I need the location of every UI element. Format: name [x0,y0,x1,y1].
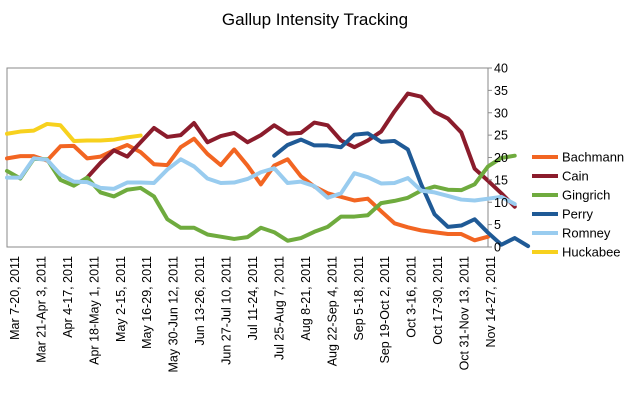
series-line-bachmann [5,136,490,243]
legend-label-gingrich: Gingrich [562,188,610,203]
x-tick-label: Jul 25-Aug 7, 2011 [272,256,286,360]
x-tick-label: Oct 17-30, 2011 [431,256,445,345]
x-axis: Mar 7-20, 2011 Mar 21-Apr 3, 2011 Apr 4-17… [8,256,498,373]
x-tick-label: Sep 19-Oct 2, 2011 [378,256,392,364]
x-tick-label: Jun 13-26, 2011 [193,256,207,345]
x-tick-label: Sep 5-18, 2011 [352,256,366,341]
legend: Bachmann Cain Gingrich Perry Romney Huckabee [532,150,624,260]
series-line-perry [272,131,531,249]
x-tick-label: Nov 14-27, 2011 [484,256,498,348]
y-tick-label: 15 [494,173,508,187]
x-tick-label: Apr 4-17, 2011 [61,256,75,338]
series-line-huckabee [5,121,143,143]
y-tick-label: 0 [494,241,501,255]
series-layer [5,91,531,249]
x-tick-label: May 30-Jun 12, 2011 [167,256,181,373]
legend-label-cain: Cain [562,169,589,184]
y-tick-label: 10 [494,196,508,210]
y-tick-label: 30 [494,106,508,120]
legend-label-perry: Perry [562,207,594,222]
series-line-cain [85,91,517,209]
x-tick-label: Aug 8-21, 2011 [299,256,313,341]
x-tick-label: Jul 11-24, 2011 [246,256,260,340]
x-tick-label: May 2-15, 2011 [114,256,128,342]
chart-title: Gallup Intensity Tracking [222,10,408,29]
x-tick-label: Mar 21-Apr 3, 2011 [34,256,48,363]
y-tick-label: 20 [494,151,508,165]
x-tick-label: Jun 27-Jul 10, 2011 [220,256,234,365]
x-tick-label: Oct 31-Nov 13, 2011 [458,256,472,370]
legend-label-huckabee: Huckabee [562,245,621,260]
x-tick-label: Mar 7-20, 2011 [8,256,22,340]
series-line-gingrich [5,153,517,243]
x-tick-label: Apr 18-May 1, 2011 [87,256,101,365]
legend-label-romney: Romney [562,226,611,241]
x-tick-label: May 16-29, 2011 [140,256,154,349]
y-axis: 0 5 10 15 20 25 30 35 40 [488,62,508,255]
legend-label-bachmann: Bachmann [562,150,624,165]
y-tick-label: 40 [494,62,508,76]
y-tick-label: 35 [494,84,508,98]
x-tick-label: Aug 22-Sep 4, 2011 [325,256,339,366]
y-tick-label: 5 [494,218,501,232]
x-tick-label: Oct 3-16, 2011 [405,256,419,338]
series-line-romney [5,156,517,207]
y-tick-label: 25 [494,129,508,143]
